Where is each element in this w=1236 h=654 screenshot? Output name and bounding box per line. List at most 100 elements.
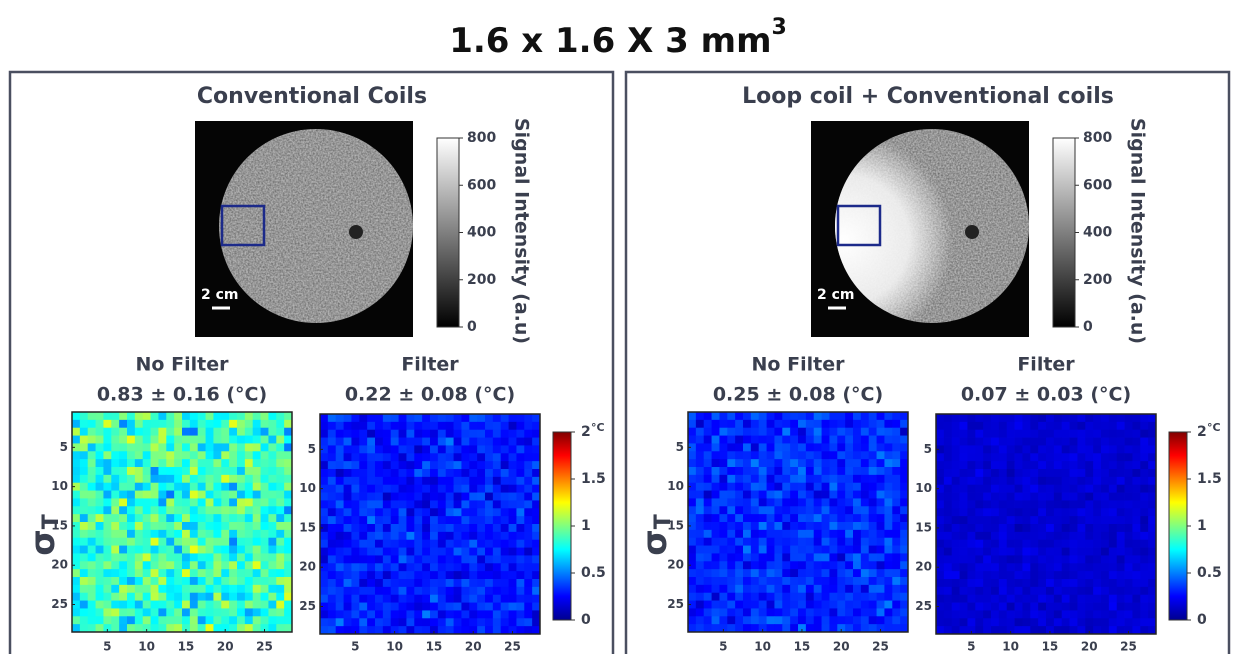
heatmap-cell xyxy=(134,459,144,468)
heatmap-cell xyxy=(469,594,478,603)
heatmap-cell xyxy=(492,563,502,572)
heatmap-cell xyxy=(1038,437,1047,446)
heatmap-cell xyxy=(406,476,415,486)
heatmap-cell xyxy=(719,561,728,570)
heatmap-cell xyxy=(335,594,344,603)
heatmap-cell xyxy=(205,419,214,429)
heatmap-cell xyxy=(351,516,360,525)
heatmap-cell xyxy=(414,437,423,446)
heatmap-cell xyxy=(87,529,96,539)
heatmap-cell xyxy=(182,584,191,594)
heatmap-cell xyxy=(1148,539,1157,548)
heatmap-cell xyxy=(1093,618,1102,627)
heatmap-cell xyxy=(936,445,945,454)
heatmap-cell xyxy=(244,427,254,436)
heatmap-cell xyxy=(453,429,462,438)
heatmap-cell xyxy=(437,500,447,509)
heatmap-cell xyxy=(268,561,277,570)
heatmap-cell xyxy=(382,571,392,580)
heatmap-cell xyxy=(774,427,783,436)
heatmap-cell xyxy=(182,451,191,460)
heatmap-cell xyxy=(205,529,214,539)
heatmap-cell xyxy=(189,616,199,625)
heatmap-cell xyxy=(351,594,360,603)
heatmap-cell xyxy=(72,608,81,617)
heatmap-cell xyxy=(406,539,415,548)
heatmap-cell xyxy=(142,529,151,539)
heatmap-cell xyxy=(477,453,486,462)
heatmap-cell xyxy=(87,577,96,586)
heatmap-cell xyxy=(703,553,712,562)
heatmap-cell xyxy=(998,414,1008,423)
heatmap-cell xyxy=(469,469,478,478)
heatmap-cell xyxy=(72,498,81,507)
heatmap-cell xyxy=(821,569,830,578)
heatmap-cell xyxy=(508,563,517,572)
heatmap-cell xyxy=(158,435,167,444)
heatmap-cell xyxy=(477,414,486,423)
heatmap-cell xyxy=(758,522,767,531)
heatmap-cell xyxy=(95,474,104,484)
heatmap-cell xyxy=(87,474,96,484)
heatmap-cell xyxy=(711,545,720,554)
heatmap-cell xyxy=(375,492,384,501)
heatmap-cell xyxy=(72,443,81,452)
heatmap-cell xyxy=(72,624,81,633)
heatmap-cell xyxy=(813,553,822,562)
heatmap-cell xyxy=(1046,484,1055,493)
heatmap-cell xyxy=(375,563,384,572)
heatmap-cell xyxy=(1069,484,1078,493)
heatmap-cell xyxy=(197,537,206,546)
heatmap-cell xyxy=(351,539,360,548)
heatmap-cell xyxy=(1006,445,1015,454)
heatmap-cell xyxy=(1101,500,1110,509)
signal-tick-label: 800 xyxy=(467,130,496,146)
heatmap-cell xyxy=(975,476,984,486)
heatmap-cell xyxy=(1006,508,1015,517)
heatmap-cell xyxy=(1148,579,1157,588)
heatmap-cell xyxy=(244,577,254,586)
heatmap-cell xyxy=(1116,492,1125,501)
heatmap-cell xyxy=(398,500,407,509)
heatmap-cell xyxy=(1069,586,1078,596)
x-tick-label: 5 xyxy=(967,640,975,654)
heatmap-cell xyxy=(884,553,893,562)
heatmap-cell xyxy=(1124,469,1133,478)
heatmap-cell xyxy=(103,419,112,429)
heatmap-cell xyxy=(719,616,728,625)
heatmap-cell xyxy=(943,531,953,541)
heatmap-cell xyxy=(837,624,846,633)
heatmap-cell xyxy=(72,474,81,484)
heatmap-cell xyxy=(197,592,206,601)
heatmap-cell xyxy=(1006,539,1015,548)
heatmap-cell xyxy=(260,474,269,484)
heatmap-cell xyxy=(998,524,1008,533)
heatmap-cell xyxy=(532,531,541,541)
heatmap-cell xyxy=(703,545,712,554)
heatmap-cell xyxy=(936,563,945,572)
heatmap-cell xyxy=(1116,555,1125,564)
heatmap-cell xyxy=(244,498,254,507)
heatmap-cell xyxy=(351,524,360,533)
heatmap-cell xyxy=(1061,414,1070,423)
heatmap-cell xyxy=(845,616,854,625)
heatmap-cell xyxy=(1093,414,1102,423)
heatmap-cell xyxy=(437,429,447,438)
heatmap-cell xyxy=(798,490,807,499)
heatmap-cell xyxy=(750,553,760,562)
heatmap-cell xyxy=(221,459,230,468)
heatmap-cell xyxy=(813,592,822,601)
heatmap-cell xyxy=(142,616,151,625)
heatmap-cell xyxy=(829,545,838,554)
heatmap-cell xyxy=(991,547,1000,556)
heatmap-cell xyxy=(853,553,862,562)
heatmap-cell xyxy=(320,484,329,493)
heatmap-cell xyxy=(805,592,815,601)
heatmap-cell xyxy=(959,429,968,438)
heatmap-cell xyxy=(351,453,360,462)
heatmap-cell xyxy=(853,412,862,421)
heatmap-cell xyxy=(445,476,454,486)
heatmap-cell xyxy=(1038,563,1047,572)
heatmap-cell xyxy=(1046,461,1055,470)
heatmap-cell xyxy=(524,453,533,462)
